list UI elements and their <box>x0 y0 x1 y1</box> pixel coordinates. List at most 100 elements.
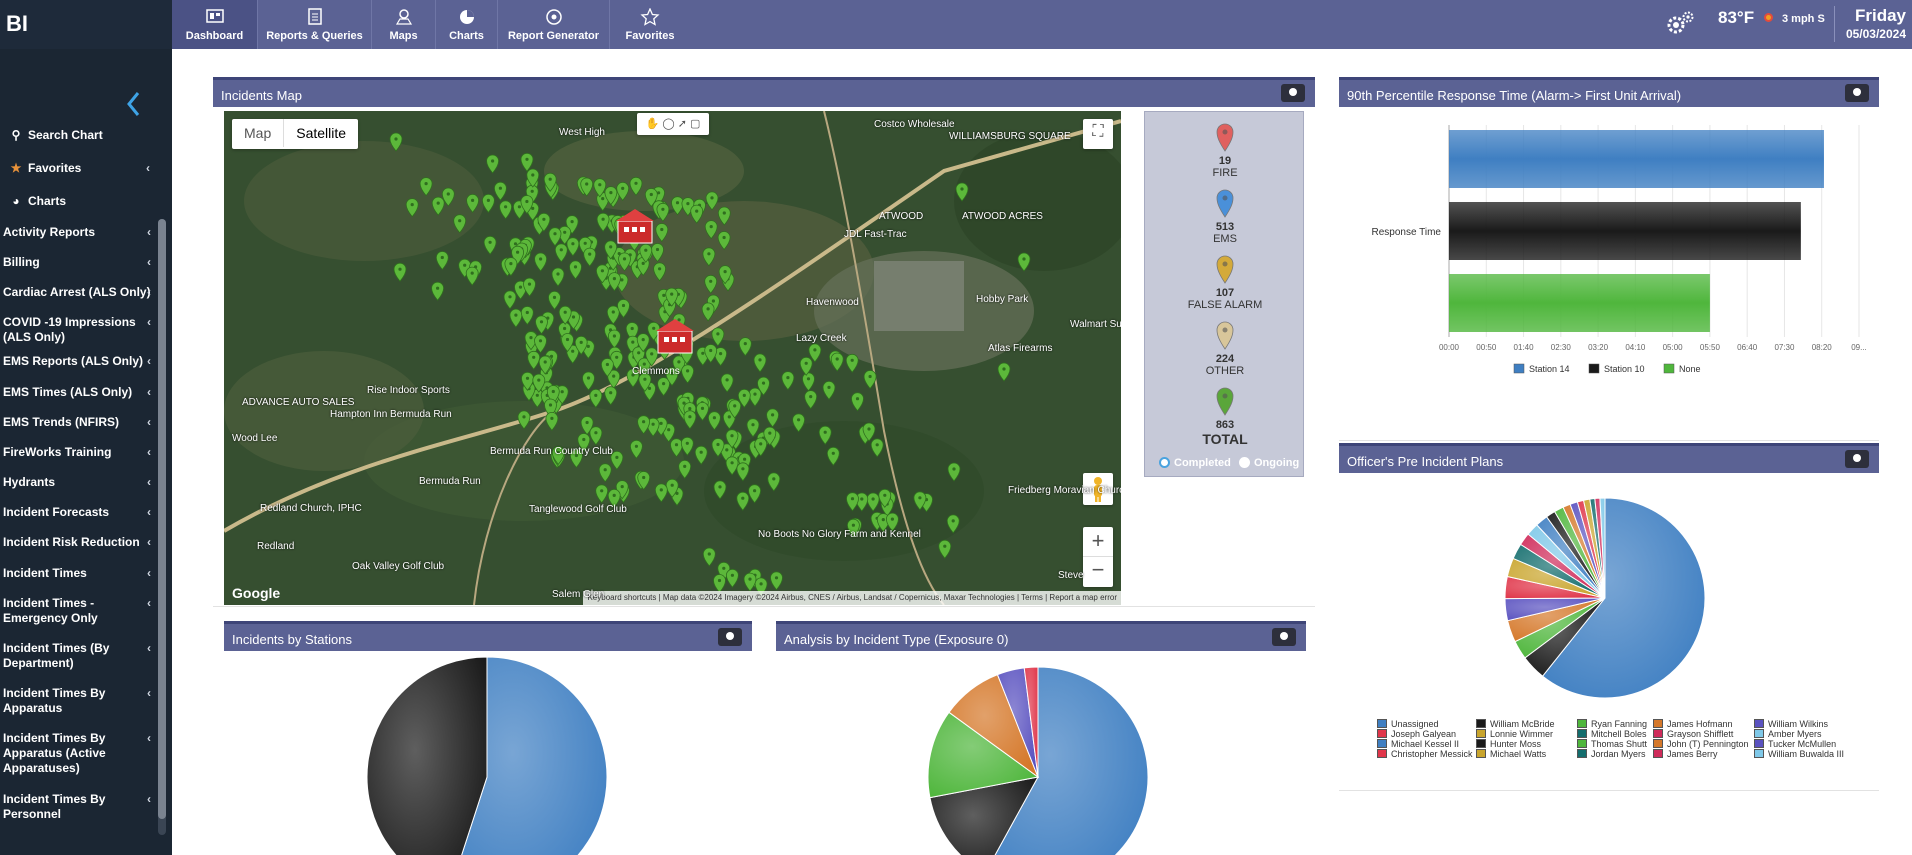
officer-legend-entry[interactable]: Christopher Messick <box>1377 749 1473 759</box>
officer-legend-entry[interactable]: William McBride <box>1476 719 1555 729</box>
pie-slice[interactable] <box>929 776 1039 855</box>
ongoing-radio[interactable]: Ongoing <box>1239 457 1299 469</box>
map-legend: 19 FIRE 513 EMS 107 FALSE ALARM 224 OTHER 863 TOT… <box>1144 111 1304 477</box>
legend-label: John (T) Pennington <box>1667 739 1749 749</box>
sidebar-item[interactable]: Incident Risk Reduction ‹ <box>3 535 153 550</box>
zoom-in-button[interactable]: + <box>1083 527 1113 557</box>
nav-favorites[interactable]: Favorites <box>610 0 690 49</box>
map-place-label: Rise Indoor Sports <box>367 385 450 396</box>
legend-entry[interactable]: Station 14 <box>1529 364 1570 374</box>
sidebar-item[interactable]: Incident Times By Apparatus ‹ <box>3 686 153 716</box>
incidents-map[interactable]: Map Satellite ✋ ◯ ➚ ▢ ⛶ + − Google Keyboa… <box>224 111 1121 605</box>
map-tab[interactable]: Map <box>244 125 272 141</box>
legend-entry[interactable]: Station 10 <box>1604 364 1645 374</box>
legend-count: 513 <box>1215 221 1235 233</box>
bar-none[interactable] <box>1449 274 1710 332</box>
collapse-sidebar-chevron-icon[interactable] <box>122 89 146 119</box>
sidebar-item[interactable]: Hydrants ‹ <box>3 475 153 490</box>
scrollbar-thumb[interactable] <box>158 219 166 819</box>
panel-options-icon[interactable] <box>1845 84 1869 102</box>
nav-report-generator[interactable]: Report Generator <box>498 0 610 49</box>
panel-options-icon[interactable] <box>1272 628 1296 646</box>
officer-legend-entry[interactable]: Joseph Galyean <box>1377 729 1456 739</box>
sidebar-item[interactable]: Cardiac Arrest (ALS Only) ‹ <box>3 285 153 300</box>
sidebar-item[interactable]: Billing ‹ <box>3 255 153 270</box>
fullscreen-icon[interactable]: ⛶ <box>1083 119 1113 149</box>
map-attribution[interactable]: Keyboard shortcuts | Map data ©2024 Imag… <box>583 591 1121 605</box>
sidebar-scrollbar[interactable] <box>158 219 166 835</box>
sidebar-charts[interactable]: ◕ Charts <box>10 194 66 208</box>
pie-slice[interactable] <box>450 656 608 855</box>
sidebar-item[interactable]: EMS Trends (NFIRS) ‹ <box>3 415 153 430</box>
nav-reports-queries[interactable]: Reports & Queries <box>258 0 372 49</box>
drawing-tools[interactable]: ✋ ◯ ➚ ▢ <box>637 113 709 135</box>
sidebar-item[interactable]: Activity Reports ‹ <box>3 225 153 240</box>
officer-legend-entry[interactable]: James Hofmann <box>1653 719 1733 729</box>
pie-slice[interactable] <box>1599 497 1606 599</box>
settings-gear-icon[interactable] <box>1664 9 1696 37</box>
completed-radio[interactable]: Completed <box>1159 457 1231 469</box>
legend-ems[interactable]: 513 EMS <box>1145 188 1305 245</box>
zoom-out-button[interactable]: − <box>1091 557 1105 582</box>
officer-legend-entry[interactable]: Ryan Fanning <box>1577 719 1647 729</box>
officer-legend-entry[interactable]: Mitchell Boles <box>1577 729 1647 739</box>
panel-options-icon[interactable] <box>1845 450 1869 468</box>
pie-slice[interactable] <box>1023 666 1039 778</box>
officer-legend-entry[interactable]: Unassigned <box>1377 719 1439 729</box>
officer-legend-entry[interactable]: Lonnie Wimmer <box>1476 729 1553 739</box>
officer-legend-entry[interactable]: Amber Myers <box>1754 729 1822 739</box>
officer-legend-entry[interactable]: Jordan Myers <box>1577 749 1646 759</box>
panel-options-icon[interactable] <box>718 628 742 646</box>
legend-entry[interactable]: None <box>1679 364 1701 374</box>
pie-slice[interactable] <box>927 711 1040 799</box>
officer-legend-entry[interactable]: William Buwalda III <box>1754 749 1844 759</box>
officer-legend-entry[interactable]: Grayson Shifflett <box>1653 729 1733 739</box>
officer-legend-entry[interactable]: James Berry <box>1653 749 1718 759</box>
bar-station-10[interactable] <box>1449 202 1801 260</box>
current-date: 05/03/2024 <box>1845 27 1906 41</box>
street-view-pegman-icon[interactable] <box>1083 473 1113 505</box>
sidebar-item[interactable]: Incident Times (By Department) ‹ <box>3 641 153 671</box>
sidebar: ⚲ Search Chart ★ Favorites ‹ ◕ Charts Activ… <box>0 49 172 855</box>
incident-pin <box>863 370 877 390</box>
sidebar-item[interactable]: EMS Times (ALS Only) ‹ <box>3 385 153 400</box>
officer-legend-entry[interactable]: Michael Watts <box>1476 749 1546 759</box>
officer-legend-entry[interactable]: Tucker McMullen <box>1754 739 1836 749</box>
sidebar-item[interactable]: Incident Times By Personnel ‹ <box>3 792 153 822</box>
pie-slice[interactable] <box>985 666 1149 855</box>
map-marker-icon <box>1216 189 1234 218</box>
pie-slice[interactable] <box>1541 497 1706 699</box>
sidebar-item[interactable]: Incident Times - Emergency Only ‹ <box>3 596 153 626</box>
map-pin-icon[interactable] <box>1281 84 1305 102</box>
sidebar-item[interactable]: EMS Reports (ALS Only) ‹ <box>3 354 153 369</box>
sidebar-item[interactable]: Incident Forecasts ‹ <box>3 505 153 520</box>
sidebar-item[interactable]: Incident Times By Apparatus (Active Appa… <box>3 731 153 776</box>
officer-legend-entry[interactable]: Thomas Shutt <box>1577 739 1647 749</box>
officer-legend-entry[interactable]: Michael Kessel II <box>1377 739 1459 749</box>
nav-label: Reports & Queries <box>266 30 363 42</box>
legend-fire[interactable]: 19 FIRE <box>1145 122 1305 179</box>
sidebar-favorites[interactable]: ★ Favorites ‹ <box>10 161 150 175</box>
incident-pin <box>595 264 609 284</box>
officer-legend-entry[interactable]: John (T) Pennington <box>1653 739 1749 749</box>
sidebar-item[interactable]: FireWorks Training ‹ <box>3 445 153 460</box>
nav-dashboard[interactable]: Dashboard <box>172 0 258 49</box>
legend-other[interactable]: 224 OTHER <box>1145 320 1305 377</box>
incident-pin <box>718 265 732 285</box>
nav-charts[interactable]: Charts <box>436 0 498 49</box>
map-marker-icon <box>1216 321 1234 350</box>
satellite-imagery[interactable] <box>224 111 1121 605</box>
brand-logo[interactable]: BI <box>0 0 172 49</box>
legend-total[interactable]: 863 TOTAL <box>1145 386 1305 447</box>
separator <box>1339 790 1879 791</box>
nav-maps[interactable]: Maps <box>372 0 436 49</box>
satellite-tab[interactable]: Satellite <box>283 119 358 147</box>
officer-legend-entry[interactable]: Hunter Moss <box>1476 739 1541 749</box>
bar-station-14[interactable] <box>1449 130 1824 188</box>
sidebar-search-chart[interactable]: ⚲ Search Chart <box>10 128 103 142</box>
legend-false-alarm[interactable]: 107 FALSE ALARM <box>1145 254 1305 311</box>
sidebar-item[interactable]: COVID -19 Impressions (ALS Only) ‹ <box>3 315 153 345</box>
sidebar-item[interactable]: Incident Times ‹ <box>3 566 153 581</box>
pie-slice[interactable] <box>366 656 488 855</box>
officer-legend-entry[interactable]: William Wilkins <box>1754 719 1828 729</box>
